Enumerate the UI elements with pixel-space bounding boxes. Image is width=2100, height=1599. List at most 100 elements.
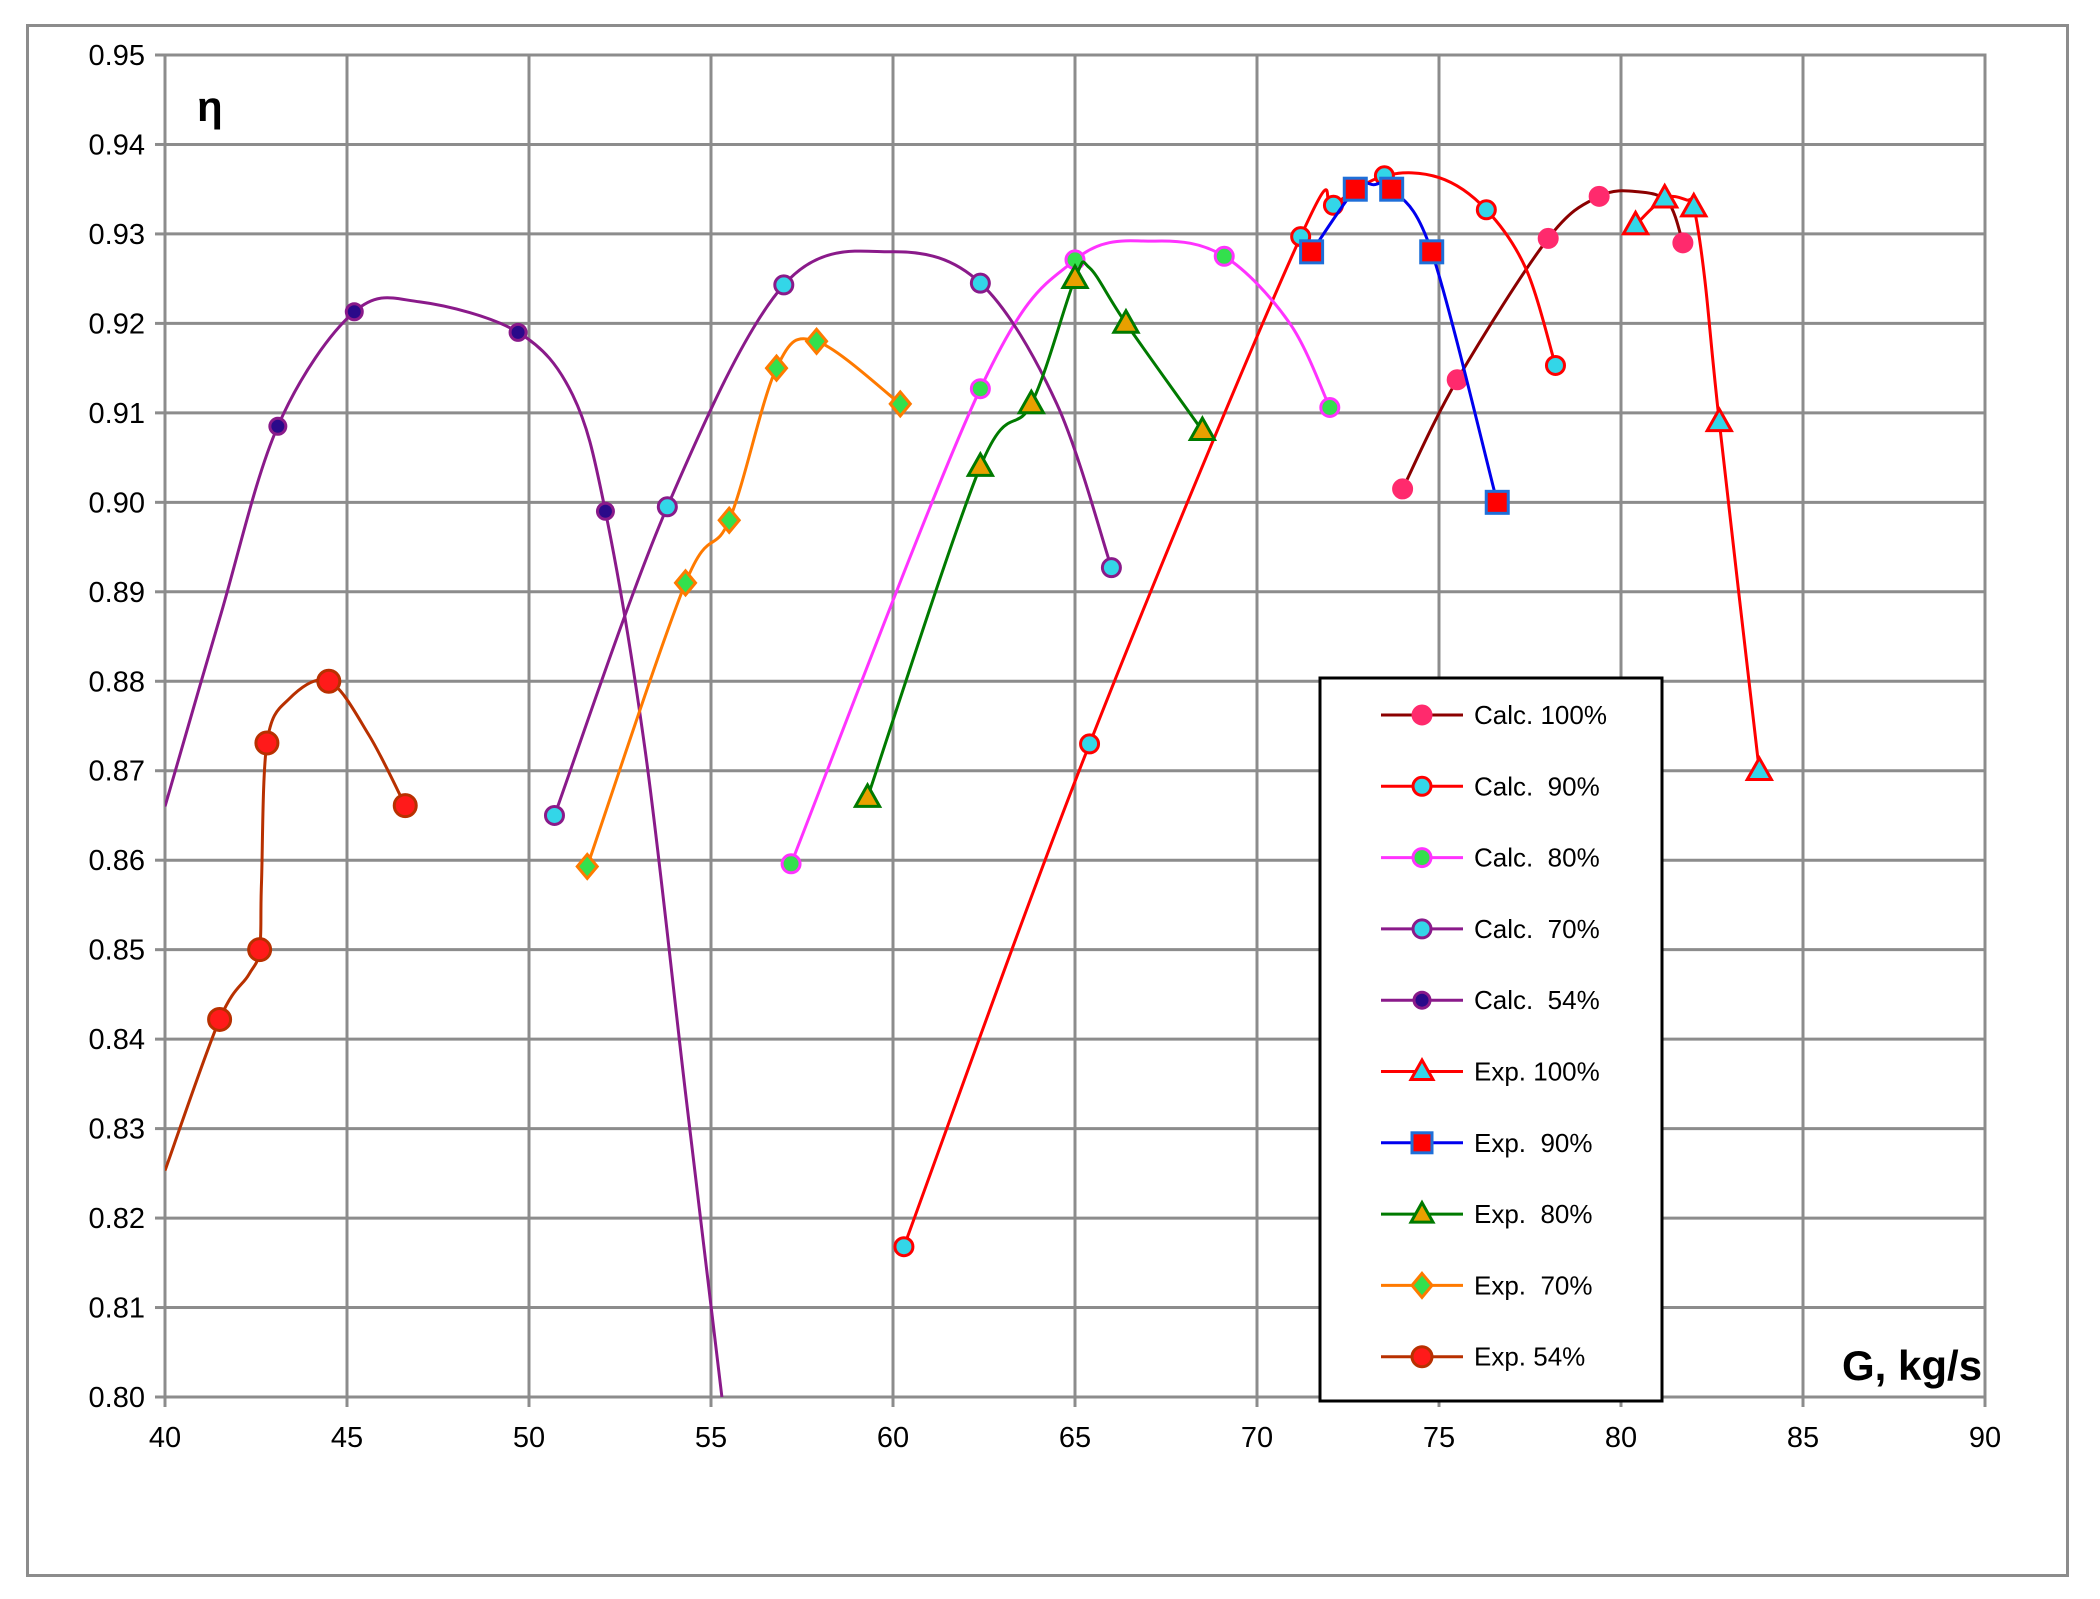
legend-entry: Exp. 100% <box>1381 1057 1600 1087</box>
data-point <box>344 302 364 322</box>
series-9 <box>165 668 418 1172</box>
y-tick-label: 0.86 <box>89 845 145 877</box>
x-tick-label: 90 <box>1969 1422 2001 1454</box>
legend-label: Exp. 70% <box>1474 1270 1593 1300</box>
y-tick-label: 0.80 <box>89 1382 145 1414</box>
data-point <box>1060 262 1090 289</box>
y-tick-label: 0.90 <box>89 487 145 519</box>
data-point <box>1100 557 1122 579</box>
y-tick-label: 0.84 <box>89 1024 145 1056</box>
legend-entry: Calc. 54% <box>1381 985 1600 1015</box>
data-point <box>656 496 678 518</box>
data-point <box>508 322 528 342</box>
legend-label: Calc. 100% <box>1474 700 1607 730</box>
legend-entry: Calc. 100% <box>1381 700 1607 730</box>
series-6 <box>1299 176 1510 515</box>
plot-border <box>163 53 1987 1399</box>
data-point <box>673 568 698 598</box>
series-1 <box>893 165 1566 1258</box>
data-point <box>316 668 342 694</box>
data-point <box>1672 232 1694 254</box>
y-tick-label: 0.85 <box>89 935 145 967</box>
legend-label: Calc. 70% <box>1474 914 1600 944</box>
series-line <box>789 239 1332 865</box>
data-point <box>888 389 913 419</box>
legend-label: Calc. 90% <box>1474 771 1600 801</box>
y-tick-label: 0.88 <box>89 666 145 698</box>
legend-swatch-marker <box>1412 990 1432 1010</box>
data-point <box>1484 489 1510 515</box>
x-tick-label: 60 <box>877 1422 909 1454</box>
legend-label: Calc. 80% <box>1474 843 1600 873</box>
y-tick-label: 0.87 <box>89 756 145 788</box>
legend-entry: Exp. 70% <box>1381 1270 1593 1300</box>
data-point <box>1679 191 1709 218</box>
data-point <box>1544 354 1566 376</box>
legend-swatch-marker <box>1411 704 1433 726</box>
x-tick-label: 45 <box>331 1422 363 1454</box>
data-point <box>543 804 565 826</box>
data-point <box>1419 239 1445 265</box>
data-point <box>852 781 883 808</box>
data-point <box>247 937 273 963</box>
series-8 <box>575 326 913 881</box>
y-tick-label: 0.83 <box>89 1114 145 1146</box>
data-point <box>575 852 600 881</box>
data-point <box>717 505 742 535</box>
data-point <box>1704 406 1734 433</box>
data-point <box>1744 755 1774 782</box>
legend-label: Exp. 54% <box>1474 1342 1585 1372</box>
legend-entry: Calc. 80% <box>1381 843 1600 873</box>
data-point <box>1319 396 1341 418</box>
legend-label: Calc. 54% <box>1474 985 1600 1015</box>
series-4 <box>165 296 724 1397</box>
data-point <box>1299 239 1325 265</box>
x-axis-title: G, kg/s <box>1842 1342 1982 1389</box>
legend-entry: Calc. 90% <box>1381 771 1600 801</box>
data-point <box>893 1236 915 1258</box>
data-point <box>1079 733 1101 755</box>
series-line <box>165 296 724 1397</box>
y-tick-label: 0.95 <box>89 40 145 72</box>
data-point <box>1342 176 1368 202</box>
data-point <box>268 416 288 436</box>
series-2 <box>780 239 1341 875</box>
data-point <box>969 378 991 400</box>
data-point <box>1213 245 1235 267</box>
legend-swatch-marker <box>1411 918 1433 940</box>
y-tick-label: 0.92 <box>89 308 145 340</box>
data-point <box>1588 185 1610 207</box>
data-point <box>969 272 991 294</box>
x-tick-label: 40 <box>149 1422 181 1454</box>
legend-label: Exp. 90% <box>1474 1128 1593 1158</box>
x-tick-label: 70 <box>1241 1422 1273 1454</box>
data-point <box>1187 415 1218 442</box>
legend: Calc. 100% Calc. 90% Calc. 80% Calc. 70% Cal… <box>1318 676 1664 1403</box>
data-point <box>1650 182 1680 209</box>
legend-entry: Exp. 90% <box>1381 1128 1593 1158</box>
data-point <box>1392 478 1414 500</box>
axes: 40 45 50 55 60 65 70 75 80 85 90 0.80 0.81 0.82 0.83 0.… <box>89 40 2002 1454</box>
data-point <box>764 353 789 383</box>
legend-entry: Exp. 54% <box>1381 1342 1585 1372</box>
series-7 <box>852 260 1218 808</box>
series-3 <box>543 249 1122 826</box>
data-point <box>965 450 996 477</box>
legend-entry: Exp. 80% <box>1381 1199 1593 1229</box>
legend-label: Exp. 80% <box>1474 1199 1593 1229</box>
y-tick-label: 0.94 <box>89 129 145 161</box>
legend-swatch-marker <box>1408 1056 1436 1081</box>
data-point <box>1111 307 1141 334</box>
series-5 <box>1620 182 1774 782</box>
data-point <box>1620 209 1651 236</box>
data-point <box>773 274 795 296</box>
x-tick-label: 55 <box>695 1422 727 1454</box>
series-line <box>902 171 1557 1248</box>
y-axis-title: η <box>197 83 223 130</box>
data-point <box>1379 176 1405 202</box>
y-tick-label: 0.93 <box>89 219 145 251</box>
y-tick-label: 0.91 <box>89 398 145 430</box>
y-tick-label: 0.89 <box>89 577 145 609</box>
series-group <box>165 165 1774 1397</box>
legend-label: Exp. 100% <box>1474 1057 1600 1087</box>
